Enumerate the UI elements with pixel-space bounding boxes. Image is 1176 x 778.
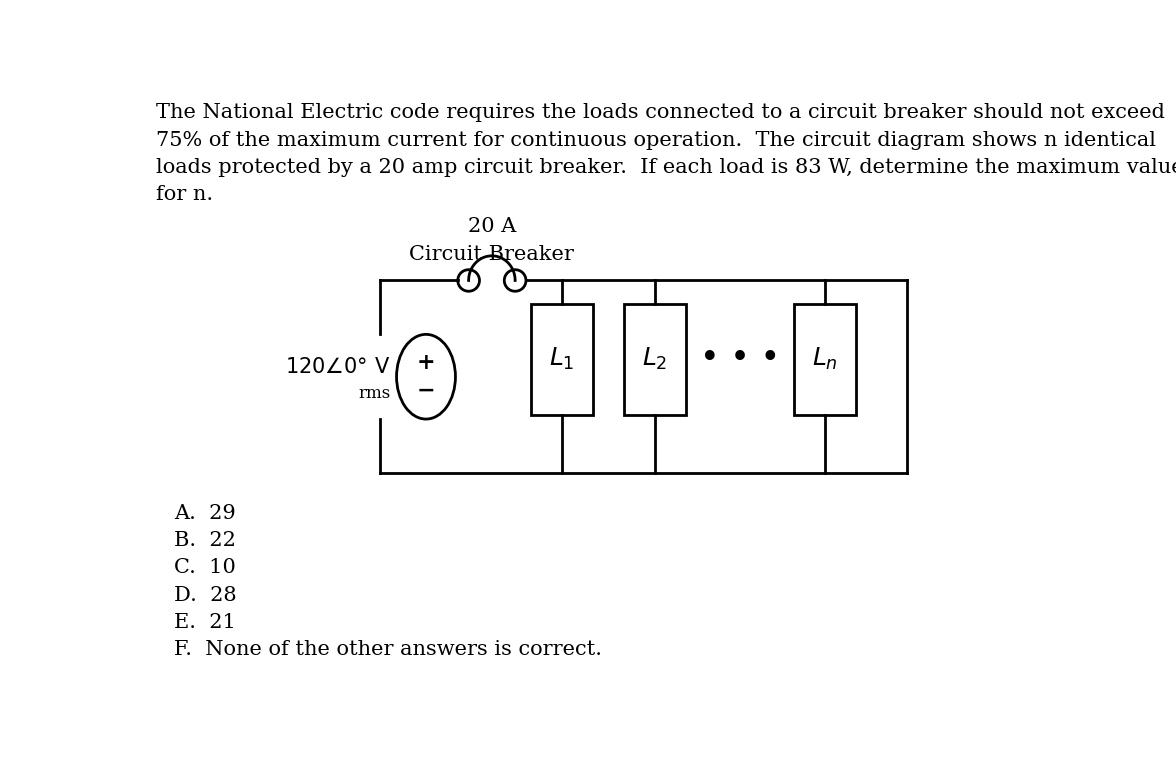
- Bar: [530, 303, 593, 415]
- Text: $120\angle 0°\ \mathrm{V}$: $120\angle 0°\ \mathrm{V}$: [286, 357, 390, 377]
- Text: The National Electric code requires the loads connected to a circuit breaker sho: The National Electric code requires the …: [156, 103, 1176, 204]
- Text: $L_n$: $L_n$: [813, 346, 838, 373]
- Text: rms: rms: [359, 385, 390, 402]
- Text: D.  28: D. 28: [174, 586, 236, 605]
- Text: $L_2$: $L_2$: [642, 346, 667, 373]
- Bar: [794, 303, 856, 415]
- Text: • • •: • • •: [700, 343, 780, 376]
- Text: E.  21: E. 21: [174, 613, 236, 632]
- Bar: [623, 303, 686, 415]
- Text: B.  22: B. 22: [174, 531, 236, 550]
- Text: Circuit Breaker: Circuit Breaker: [409, 244, 574, 264]
- Text: $L_1$: $L_1$: [549, 346, 574, 373]
- Text: F.  None of the other answers is correct.: F. None of the other answers is correct.: [174, 640, 602, 660]
- Text: +: +: [416, 352, 435, 374]
- Text: 20 A: 20 A: [468, 217, 516, 236]
- Text: −: −: [416, 380, 435, 401]
- Text: A.  29: A. 29: [174, 504, 236, 523]
- Text: C.  10: C. 10: [174, 559, 236, 577]
